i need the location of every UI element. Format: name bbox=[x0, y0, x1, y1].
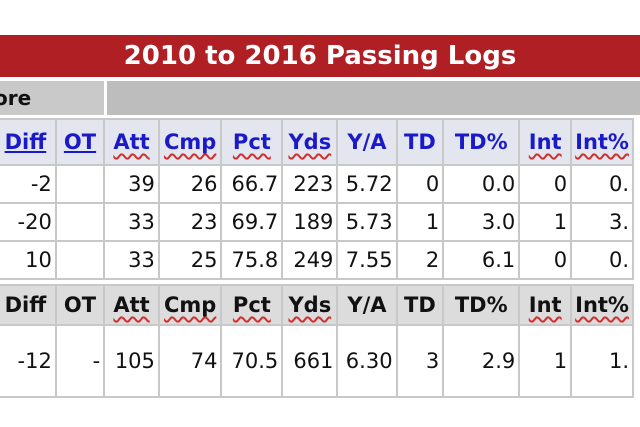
cell-att: 33 bbox=[103, 240, 160, 280]
total-yds: 661 bbox=[281, 324, 339, 398]
cell-ya: 5.72 bbox=[336, 164, 398, 204]
cell-att: 39 bbox=[103, 164, 160, 204]
col-header-intpct[interactable]: Int% bbox=[570, 118, 634, 166]
total-diff: -12 bbox=[0, 324, 57, 398]
totals-col-pct: Pct bbox=[220, 284, 284, 326]
cell-diff: -20 bbox=[0, 202, 57, 242]
cell-att: 33 bbox=[103, 202, 160, 242]
cell-intpct: 0. bbox=[570, 164, 634, 204]
total-tdpct: 2.9 bbox=[442, 324, 521, 398]
col-header-ot[interactable]: OT bbox=[54, 118, 106, 166]
cell-ot bbox=[54, 164, 106, 204]
cell-tdpct: 3.0 bbox=[442, 202, 521, 242]
totals-col-ya: Y/A bbox=[336, 284, 398, 326]
totals-col-yds: Yds bbox=[281, 284, 339, 326]
col-header-tdpct[interactable]: TD% bbox=[442, 118, 521, 166]
col-header-diff[interactable]: Diff bbox=[0, 118, 57, 166]
cell-cmp: 26 bbox=[157, 164, 223, 204]
cell-diff: -2 bbox=[0, 164, 57, 204]
totals-header-row: Diff OT Att Cmp Pct Yds Y/A TD TD% Int I… bbox=[0, 284, 634, 326]
row-separator bbox=[0, 278, 633, 286]
cell-intpct: 0. bbox=[570, 240, 634, 280]
page-title: 2010 to 2016 Passing Logs bbox=[123, 41, 517, 71]
col-header-ya[interactable]: Y/A bbox=[336, 118, 398, 166]
cell-tdpct: 6.1 bbox=[442, 240, 521, 280]
cell-cmp: 23 bbox=[157, 202, 223, 242]
cell-cmp: 25 bbox=[157, 240, 223, 280]
totals-col-diff: Diff bbox=[0, 284, 57, 326]
column-group-header: ore bbox=[0, 81, 640, 115]
table-row: -2 39 26 66.7 223 5.72 0 0.0 0 0. bbox=[0, 164, 634, 204]
cell-td: 1 bbox=[395, 202, 445, 242]
totals-col-cmp: Cmp bbox=[157, 284, 223, 326]
cell-td: 0 bbox=[395, 164, 445, 204]
col-header-int[interactable]: Int bbox=[518, 118, 573, 166]
totals-col-ot: OT bbox=[54, 284, 106, 326]
col-header-pct[interactable]: Pct bbox=[220, 118, 284, 166]
col-header-att[interactable]: Att bbox=[103, 118, 160, 166]
total-td: 3 bbox=[395, 324, 445, 398]
cell-ya: 5.73 bbox=[336, 202, 398, 242]
cell-yds: 189 bbox=[281, 202, 339, 242]
cell-diff: 10 bbox=[0, 240, 57, 280]
col-header-td[interactable]: TD bbox=[395, 118, 445, 166]
table-row: 10 33 25 75.8 249 7.55 2 6.1 0 0. bbox=[0, 240, 634, 280]
col-header-cmp[interactable]: Cmp bbox=[157, 118, 223, 166]
totals-col-td: TD bbox=[395, 284, 445, 326]
cell-yds: 249 bbox=[281, 240, 339, 280]
totals-col-att: Att bbox=[103, 284, 160, 326]
cell-intpct: 3. bbox=[570, 202, 634, 242]
page-title-banner: 2010 to 2016 Passing Logs bbox=[0, 35, 640, 77]
cell-ot bbox=[54, 240, 106, 280]
totals-col-intpct: Int% bbox=[570, 284, 634, 326]
cell-pct: 69.7 bbox=[220, 202, 284, 242]
cell-td: 2 bbox=[395, 240, 445, 280]
total-intpct: 1. bbox=[570, 324, 634, 398]
cell-pct: 66.7 bbox=[220, 164, 284, 204]
totals-col-int: Int bbox=[518, 284, 573, 326]
cell-pct: 75.8 bbox=[220, 240, 284, 280]
column-group-label: ore bbox=[0, 81, 107, 115]
total-int: 1 bbox=[518, 324, 573, 398]
cell-int: 0 bbox=[518, 164, 573, 204]
passing-log-table: Diff OT Att Cmp Pct Yds Y/A TD TD% Int I… bbox=[0, 118, 634, 398]
total-ot: - bbox=[54, 324, 106, 398]
total-cmp: 74 bbox=[157, 324, 223, 398]
totals-col-tdpct: TD% bbox=[442, 284, 521, 326]
cell-int: 1 bbox=[518, 202, 573, 242]
total-pct: 70.5 bbox=[220, 324, 284, 398]
total-att: 105 bbox=[103, 324, 160, 398]
total-ya: 6.30 bbox=[336, 324, 398, 398]
cell-ot bbox=[54, 202, 106, 242]
cell-tdpct: 0.0 bbox=[442, 164, 521, 204]
table-header-row: Diff OT Att Cmp Pct Yds Y/A TD TD% Int I… bbox=[0, 118, 634, 166]
col-header-yds[interactable]: Yds bbox=[281, 118, 339, 166]
cell-yds: 223 bbox=[281, 164, 339, 204]
cell-int: 0 bbox=[518, 240, 573, 280]
table-row: -20 33 23 69.7 189 5.73 1 3.0 1 3. bbox=[0, 202, 634, 242]
totals-row: -12 - 105 74 70.5 661 6.30 3 2.9 1 1. bbox=[0, 324, 634, 398]
cell-ya: 7.55 bbox=[336, 240, 398, 280]
